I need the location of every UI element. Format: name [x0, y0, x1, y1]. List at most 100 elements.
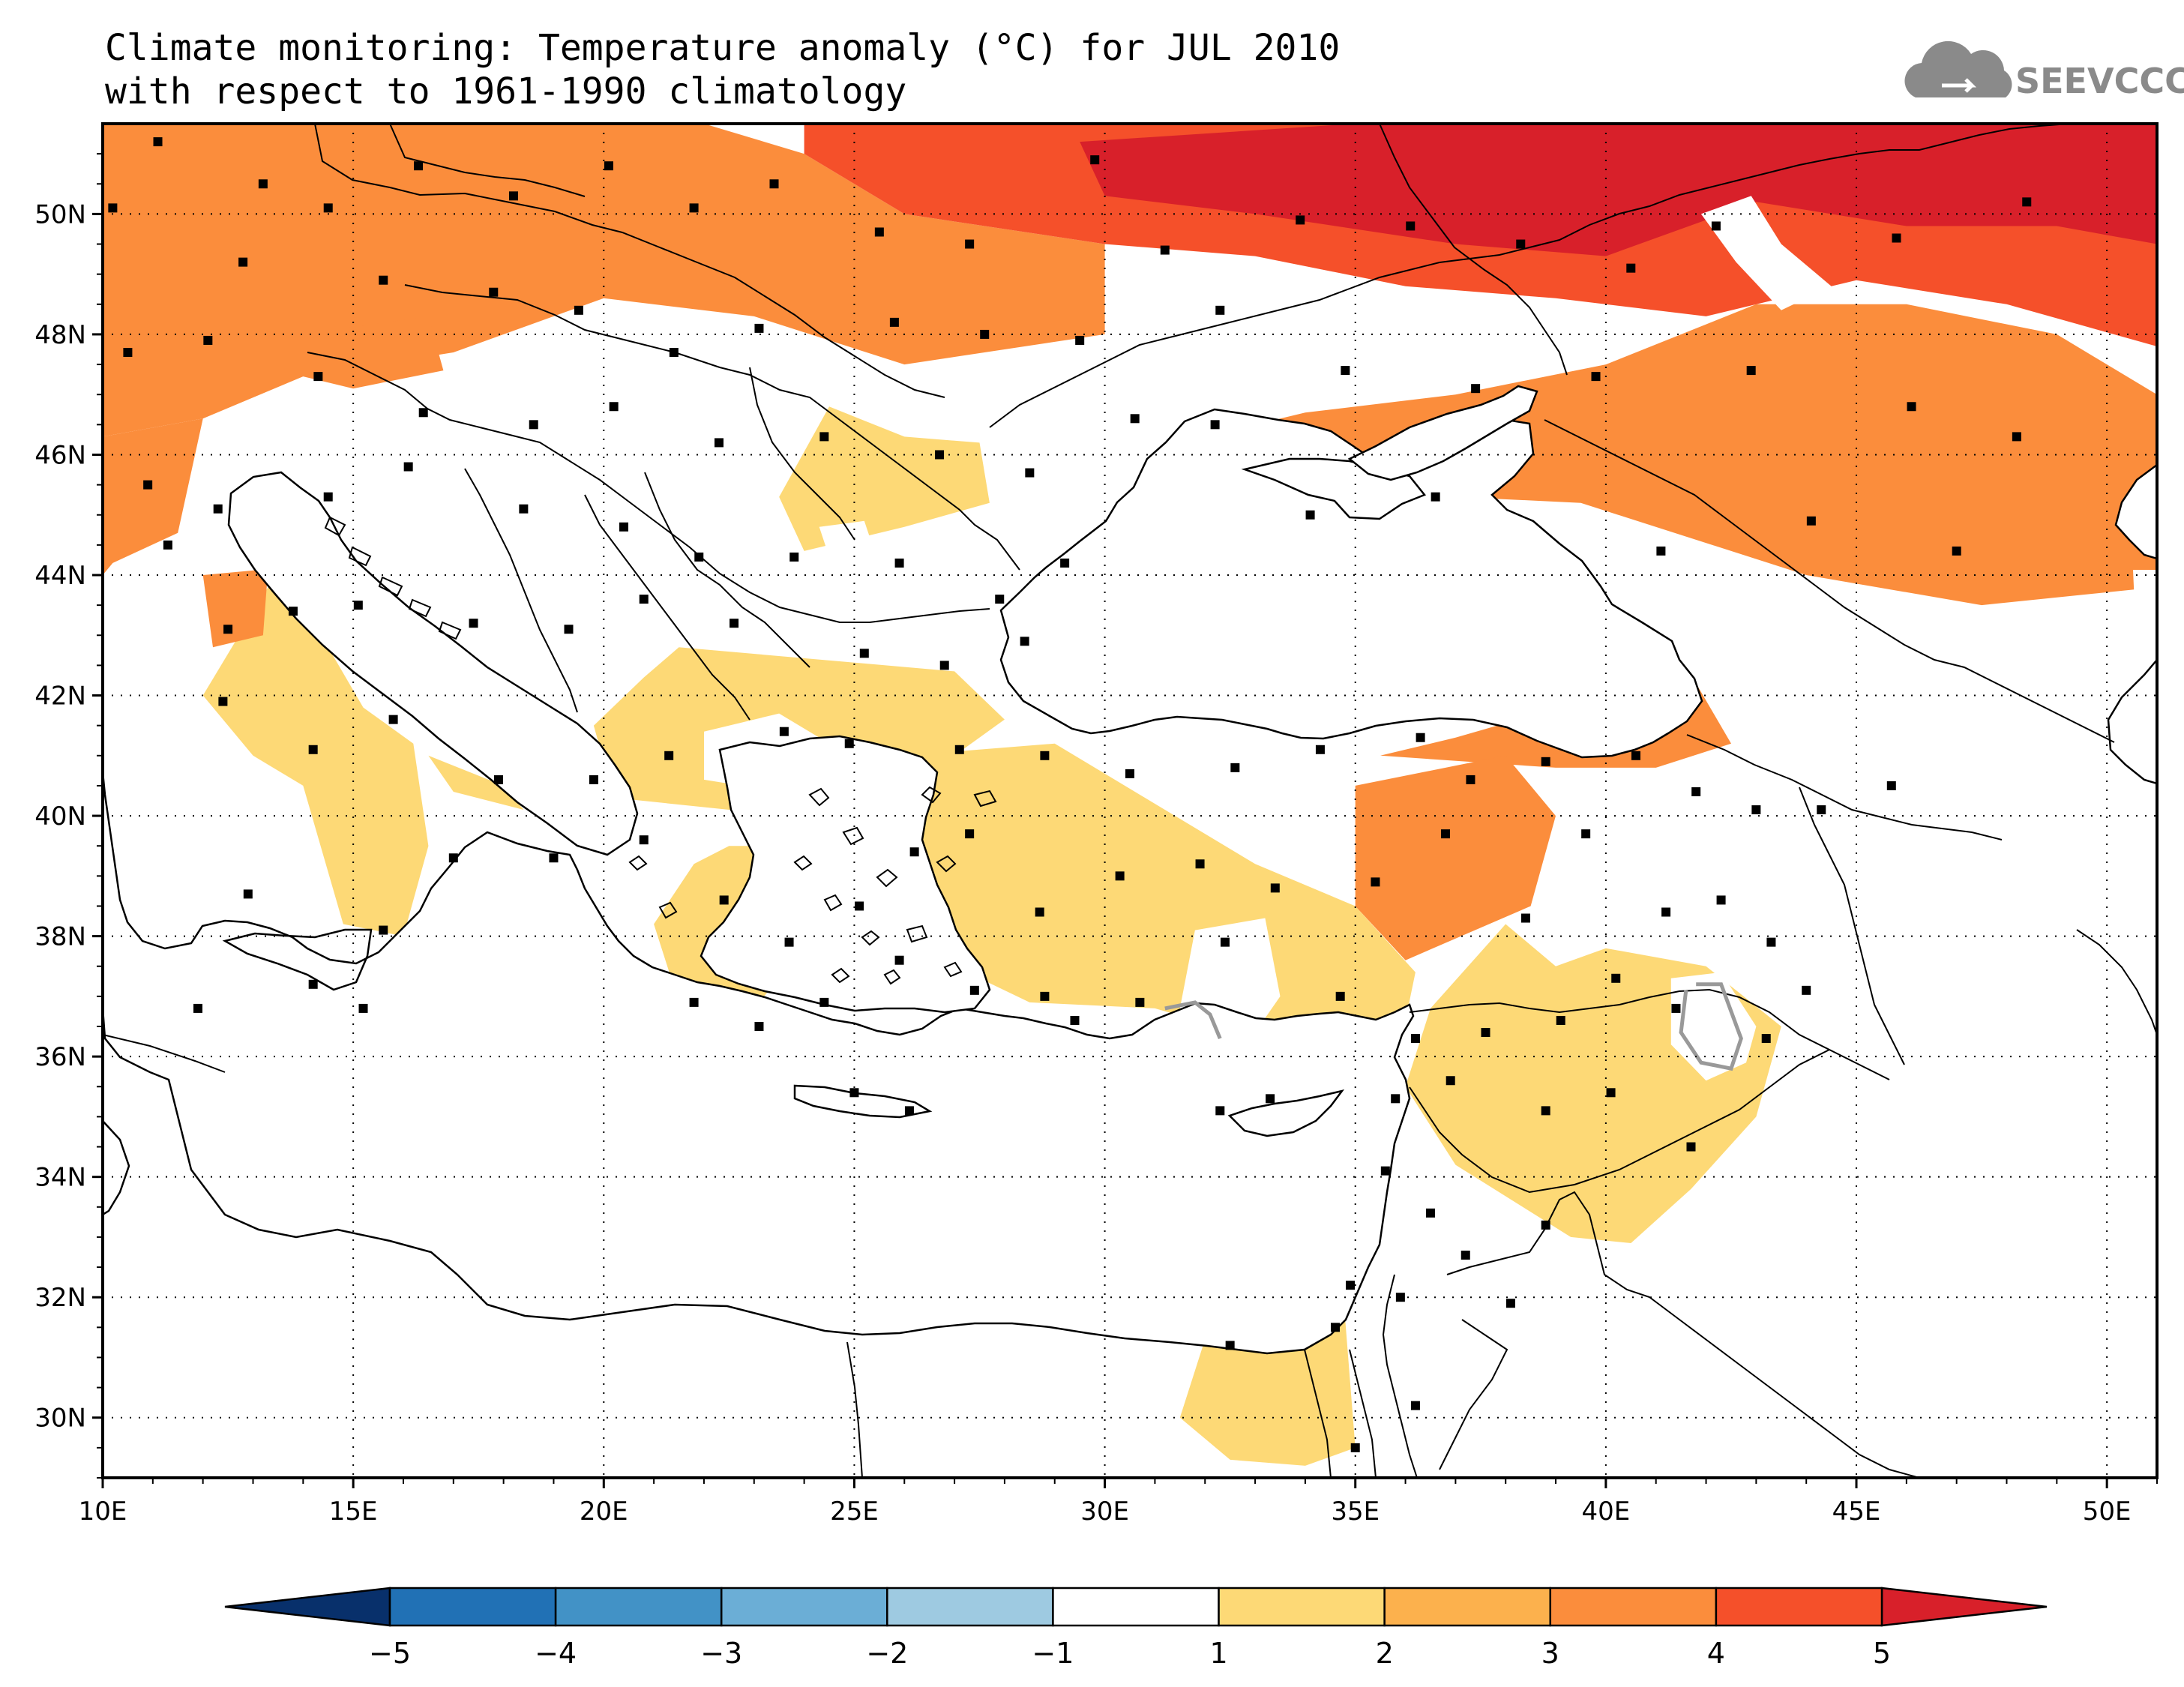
- station-marker: [619, 522, 629, 532]
- station-marker: [1631, 751, 1640, 760]
- station-marker: [213, 504, 223, 514]
- station-marker: [414, 161, 424, 171]
- anomaly-region-level-1: [202, 587, 429, 936]
- map-axes: 10E 15E 20E 25E 30E 35E 40E 45E 50E 30N 32N 34N 36N 3…: [34, 153, 2158, 1527]
- anomaly-region-level--1: [1655, 798, 1706, 846]
- station-marker: [1716, 895, 1726, 905]
- colorbar-label: 5: [1873, 1637, 1891, 1670]
- x-tick-label: 50E: [2083, 1497, 2132, 1527]
- station-marker: [1761, 1034, 1771, 1044]
- station-marker: [1471, 384, 1481, 394]
- station-marker: [1591, 372, 1601, 382]
- station-marker: [1391, 1094, 1401, 1104]
- station-marker: [123, 348, 133, 358]
- map-frame: [101, 122, 2159, 1479]
- y-tick-label: 32N: [34, 1283, 86, 1313]
- station-marker: [779, 727, 789, 736]
- station-marker: [1270, 883, 1280, 893]
- station-marker: [243, 889, 253, 899]
- x-tick-label: 30E: [1080, 1497, 1129, 1527]
- station-marker: [1460, 1251, 1470, 1260]
- anomaly-region-level-3: [303, 316, 444, 389]
- y-tick-label: 38N: [34, 922, 86, 952]
- station-marker: [1225, 1341, 1235, 1350]
- station-marker: [323, 492, 333, 502]
- station-marker: [1416, 733, 1425, 742]
- station-marker: [1215, 305, 1225, 315]
- station-marker: [223, 625, 233, 634]
- station-marker: [1802, 985, 1811, 995]
- station-marker: [1817, 805, 1826, 815]
- station-marker: [1025, 468, 1035, 478]
- station-marker: [323, 203, 333, 213]
- station-marker: [1656, 546, 1666, 556]
- station-marker: [1606, 1088, 1616, 1098]
- station-marker: [1541, 757, 1550, 766]
- station-marker: [859, 649, 869, 658]
- station-marker: [1746, 366, 1756, 376]
- anomaly-region-level--1: [819, 520, 875, 557]
- colorbar-segment: [1715, 1587, 1883, 1627]
- colorbar-label: −1: [1032, 1637, 1074, 1670]
- greek-islands: [628, 786, 997, 985]
- station-marker: [403, 462, 413, 472]
- station-marker: [969, 985, 979, 995]
- y-tick-label: 48N: [34, 320, 86, 350]
- station-marker: [1380, 1166, 1390, 1176]
- station-marker: [1210, 420, 1220, 430]
- station-marker: [448, 853, 458, 863]
- station-marker: [143, 480, 153, 490]
- station-marker: [1806, 516, 1816, 526]
- colorbar-segment: [1218, 1587, 1386, 1627]
- x-tick-label: 35E: [1331, 1497, 1380, 1527]
- station-marker: [819, 997, 829, 1007]
- azov-sea: [1347, 385, 1538, 481]
- x-tick-label: 10E: [79, 1497, 127, 1527]
- gray-contour: [1679, 982, 1743, 1071]
- station-marker: [308, 979, 318, 989]
- colorbar-segment: [1549, 1587, 1718, 1627]
- y-tick-label: 46N: [34, 440, 86, 470]
- caspian-sea: [2107, 463, 2157, 785]
- colorbar-label: 4: [1707, 1637, 1725, 1670]
- station-marker: [639, 835, 649, 845]
- sardinia-edge: [103, 1120, 130, 1216]
- station-marker: [965, 239, 975, 249]
- station-marker: [689, 997, 699, 1007]
- station-marker: [589, 775, 598, 784]
- station-marker: [904, 1106, 914, 1116]
- anomaly-region-level-1: [904, 743, 1416, 1045]
- station-marker: [874, 227, 884, 237]
- station-marker: [639, 595, 649, 604]
- y-tick-label: 42N: [34, 682, 86, 712]
- station-marker: [980, 329, 990, 339]
- station-marker: [855, 901, 864, 911]
- station-marker: [1410, 1034, 1420, 1044]
- station-marker: [574, 305, 583, 315]
- station-marker: [1020, 637, 1029, 646]
- station-marker: [909, 847, 919, 857]
- station-marker: [353, 601, 363, 610]
- station-marker: [418, 408, 428, 418]
- colorbar-segment: [1052, 1587, 1220, 1627]
- station-marker: [1661, 907, 1671, 917]
- anomaly-region-level-3: [1155, 304, 2157, 606]
- station-marker: [1766, 937, 1776, 947]
- y-tick-label: 34N: [34, 1163, 86, 1193]
- colorbar-label: 1: [1209, 1637, 1227, 1670]
- station-marker: [1751, 805, 1761, 815]
- station-marker: [1296, 215, 1305, 225]
- colorbar-segment: [554, 1587, 723, 1627]
- station-marker: [1686, 1142, 1696, 1152]
- colorbar-label: −3: [700, 1637, 742, 1670]
- station-marker: [1952, 546, 1961, 556]
- station-marker: [313, 372, 323, 382]
- station-marker: [108, 203, 118, 213]
- x-tick-label: 15E: [329, 1497, 378, 1527]
- station-marker: [754, 323, 764, 333]
- station-marker: [529, 420, 538, 430]
- station-marker: [669, 348, 679, 358]
- colorbar: −5 −4 −3 −2 −1 1 2 3 4 5: [224, 1587, 2048, 1670]
- station-marker: [1195, 859, 1205, 869]
- station-marker: [754, 1022, 764, 1031]
